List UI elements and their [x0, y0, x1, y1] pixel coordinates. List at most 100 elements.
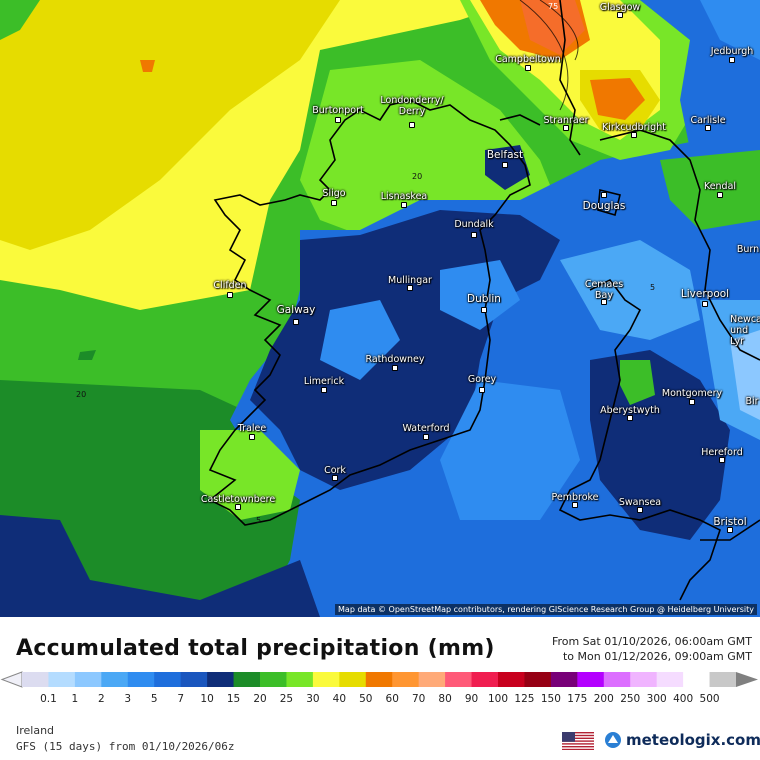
contour-label: 20: [412, 172, 423, 181]
legend-swatch: [630, 672, 658, 687]
city-label-liverpool: Liverpool: [680, 288, 730, 300]
city-label-galway: Galway: [276, 304, 316, 316]
legend-tick-label: 20: [253, 693, 266, 705]
legend-swatch: [286, 672, 314, 687]
city-marker: [637, 507, 643, 513]
city-marker: [727, 527, 733, 533]
period-to: to Mon 01/12/2026, 09:00am GMT: [562, 650, 752, 663]
city-label-clifden: Clifden: [213, 280, 247, 291]
brand-link[interactable]: meteologix.com: [604, 731, 760, 749]
city-label-kendal: Kendal: [703, 181, 737, 192]
city-label-mullingar: Mullingar: [388, 275, 432, 286]
legend-tick-label: 7: [177, 693, 184, 705]
legend-tick-label: 1: [72, 693, 79, 705]
city-label-castletownbere: Castletownbere: [200, 494, 276, 505]
legend-tick-label: 300: [647, 693, 667, 705]
legend-swatch: [656, 672, 684, 687]
legend-swatch: [392, 672, 420, 687]
precipitation-map[interactable]: Glasgow Jedburgh Campbeltown Londonderry…: [0, 0, 760, 617]
legend-tick-label: 0.1: [40, 693, 57, 705]
city-label-burn: Burn: [736, 244, 760, 255]
city-label-swansea: Swansea: [618, 497, 662, 508]
legend-tick-label: 40: [333, 693, 346, 705]
legend-tick-label: 5: [151, 693, 158, 705]
us-flag-icon[interactable]: [562, 732, 594, 750]
legend-tick-label: 60: [386, 693, 399, 705]
city-label-sligo: Sligo: [322, 188, 346, 199]
city-label-jedburgh: Jedburgh: [710, 46, 754, 57]
legend-tick-label: 50: [359, 693, 372, 705]
legend-swatch: [445, 672, 473, 687]
legend-swatch: [683, 672, 711, 687]
legend-tick-label: 125: [514, 693, 534, 705]
city-marker: [401, 202, 407, 208]
city-marker: [407, 285, 413, 291]
city-label-douglas: Douglas: [582, 200, 626, 212]
city-label-lisnaskea: Lisnaskea: [380, 191, 428, 202]
legend-swatch: [207, 672, 235, 687]
city-label-rathdowney: Rathdowney: [365, 354, 425, 365]
legend-swatch: [101, 672, 129, 687]
city-marker: [335, 117, 341, 123]
legend-swatch: [498, 672, 525, 687]
legend-tick-label: 90: [465, 693, 478, 705]
city-marker: [572, 502, 578, 508]
map-attribution[interactable]: Map data © OpenStreetMap contributors, r…: [335, 604, 757, 615]
city-label-bristol: Bristol: [713, 516, 747, 528]
city-marker: [702, 301, 708, 307]
legend-swatch: [577, 672, 605, 687]
city-label-limerick: Limerick: [303, 376, 345, 387]
city-marker: [227, 292, 233, 298]
city-label-waterford: Waterford: [402, 423, 450, 434]
city-label-newcastle-under-lyme: Newca und Lyr: [730, 314, 760, 347]
city-marker: [525, 65, 531, 71]
contour-label: 5: [256, 516, 262, 525]
legend-tick-label: 250: [620, 693, 640, 705]
precipitation-legend: 0.1 1 2 3 5 7 10 15 20 25 30 40 50 60 70 80 90 100 125 150 1…: [0, 671, 758, 705]
city-marker: [631, 132, 637, 138]
contour-label: 75: [548, 2, 559, 11]
city-label-hereford: Hereford: [701, 447, 743, 458]
forecast-period: From Sat 01/10/2026, 06:00am GMT to Mon …: [552, 634, 752, 664]
model-run-label: GFS (15 days) from 01/10/2026/06z: [16, 740, 235, 753]
legend-swatch: [365, 672, 393, 687]
city-label-birmingham: Bir: [745, 396, 759, 407]
legend-tick-label: 15: [227, 693, 240, 705]
city-label-tralee: Tralee: [237, 423, 267, 434]
city-marker: [563, 125, 569, 131]
city-label-dublin: Dublin: [467, 293, 501, 305]
legend-tick-label: 80: [438, 693, 451, 705]
city-label-cemaes-bay: Cemaes Bay: [584, 279, 624, 301]
city-marker: [332, 475, 338, 481]
city-marker: [617, 12, 623, 18]
city-marker: [249, 434, 255, 440]
legend-swatch: [418, 672, 446, 687]
city-label-aberystwyth: Aberystwyth: [600, 405, 660, 416]
legend-tick-label: 400: [673, 693, 693, 705]
city-label-carlisle: Carlisle: [690, 115, 726, 126]
city-marker: [479, 387, 485, 393]
legend-tick-label: 30: [306, 693, 319, 705]
map-title: Accumulated total precipitation (mm): [16, 636, 495, 661]
city-marker: [729, 57, 735, 63]
brand-name: meteologix.com: [626, 731, 760, 749]
city-marker: [717, 192, 723, 198]
period-from: From Sat 01/10/2026, 06:00am GMT: [551, 635, 752, 648]
city-marker: [705, 125, 711, 131]
city-marker: [331, 200, 337, 206]
city-label-dundalk: Dundalk: [454, 219, 494, 230]
city-label-cork: Cork: [324, 465, 346, 476]
legend-tick-label: 25: [280, 693, 293, 705]
city-marker: [627, 415, 633, 421]
city-marker: [601, 192, 607, 198]
legend-tick-label: 2: [98, 693, 105, 705]
legend-tick-label: 200: [594, 693, 614, 705]
legend-swatch: [709, 672, 737, 687]
legend-swatch: [233, 672, 261, 687]
legend-swatch: [603, 672, 631, 687]
legend-swatch: [550, 672, 578, 687]
legend-swatch: [339, 672, 367, 687]
city-label-kirkcudbright: Kirkcudbright: [602, 122, 666, 133]
city-label-gorey: Gorey: [467, 374, 497, 385]
city-marker: [689, 399, 695, 405]
